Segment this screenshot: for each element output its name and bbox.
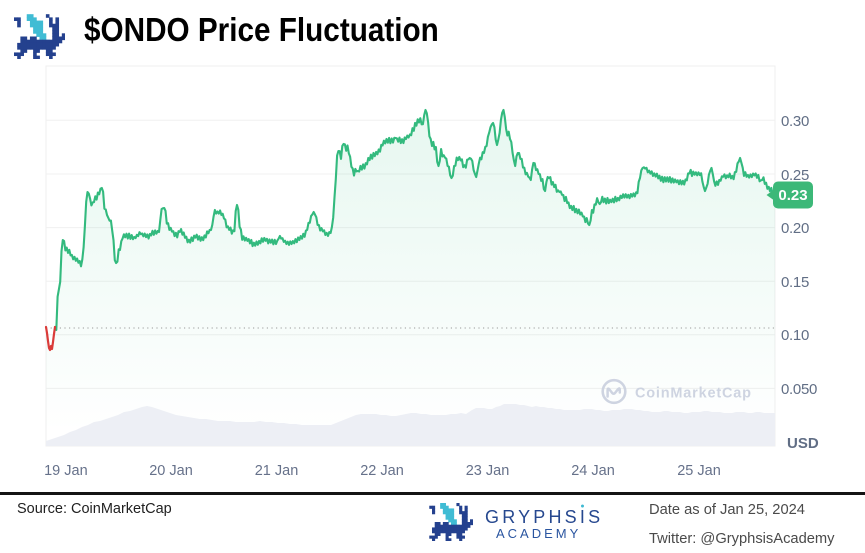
svg-text:CoinMarketCap: CoinMarketCap xyxy=(635,386,752,402)
svg-text:0.23: 0.23 xyxy=(778,187,807,204)
